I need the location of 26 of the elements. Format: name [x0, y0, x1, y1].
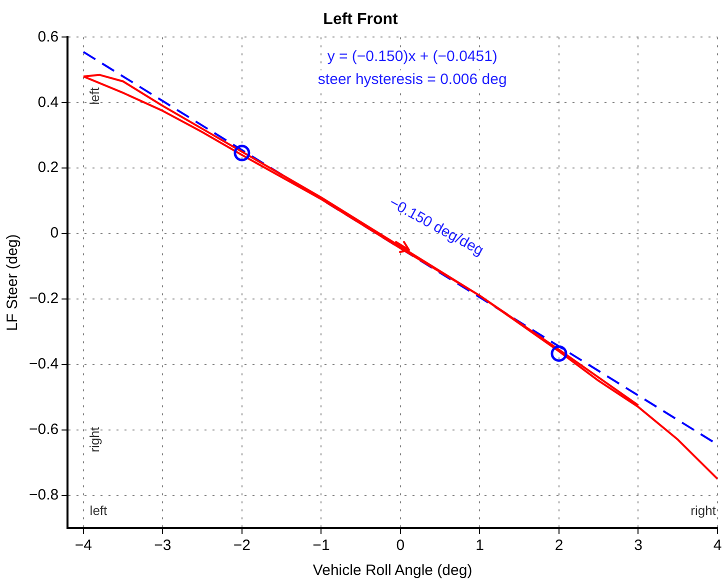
x-tick-label: −4: [74, 537, 92, 554]
x-tick-label: 4: [713, 537, 722, 554]
x-tick-label: 2: [554, 537, 564, 554]
annotation: steer hysteresis = 0.006 deg: [318, 70, 507, 88]
x-axis-title: Vehicle Roll Angle (deg): [312, 562, 472, 580]
y-tick-label: −0.2: [28, 290, 59, 308]
x-tick-label: 0: [396, 537, 405, 554]
annotation: right: [86, 426, 102, 452]
x-tick-label: −2: [233, 537, 251, 554]
annotation: left: [86, 87, 102, 105]
x-tick-label: 1: [476, 537, 484, 554]
y-tick-label: −0.4: [28, 356, 59, 373]
y-tick-label: −0.6: [28, 420, 59, 438]
y-tick-label: 0.6: [38, 28, 59, 46]
y-tick-label: 0.4: [38, 94, 59, 111]
x-tick-label: 3: [634, 537, 642, 554]
annotation: left: [90, 503, 108, 518]
x-tick-label: −3: [154, 537, 172, 554]
y-axis-title: LF Steer (deg): [4, 234, 22, 331]
annotation: right: [690, 503, 716, 518]
y-tick-label: −0.8: [28, 486, 59, 504]
y-tick-label: 0: [50, 224, 59, 242]
chart-title: Left Front: [323, 11, 398, 28]
y-tick-label: 0.2: [38, 159, 59, 176]
x-tick-label: −1: [312, 537, 330, 554]
annotation: y = (−0.150)x + (−0.0451): [327, 48, 498, 65]
